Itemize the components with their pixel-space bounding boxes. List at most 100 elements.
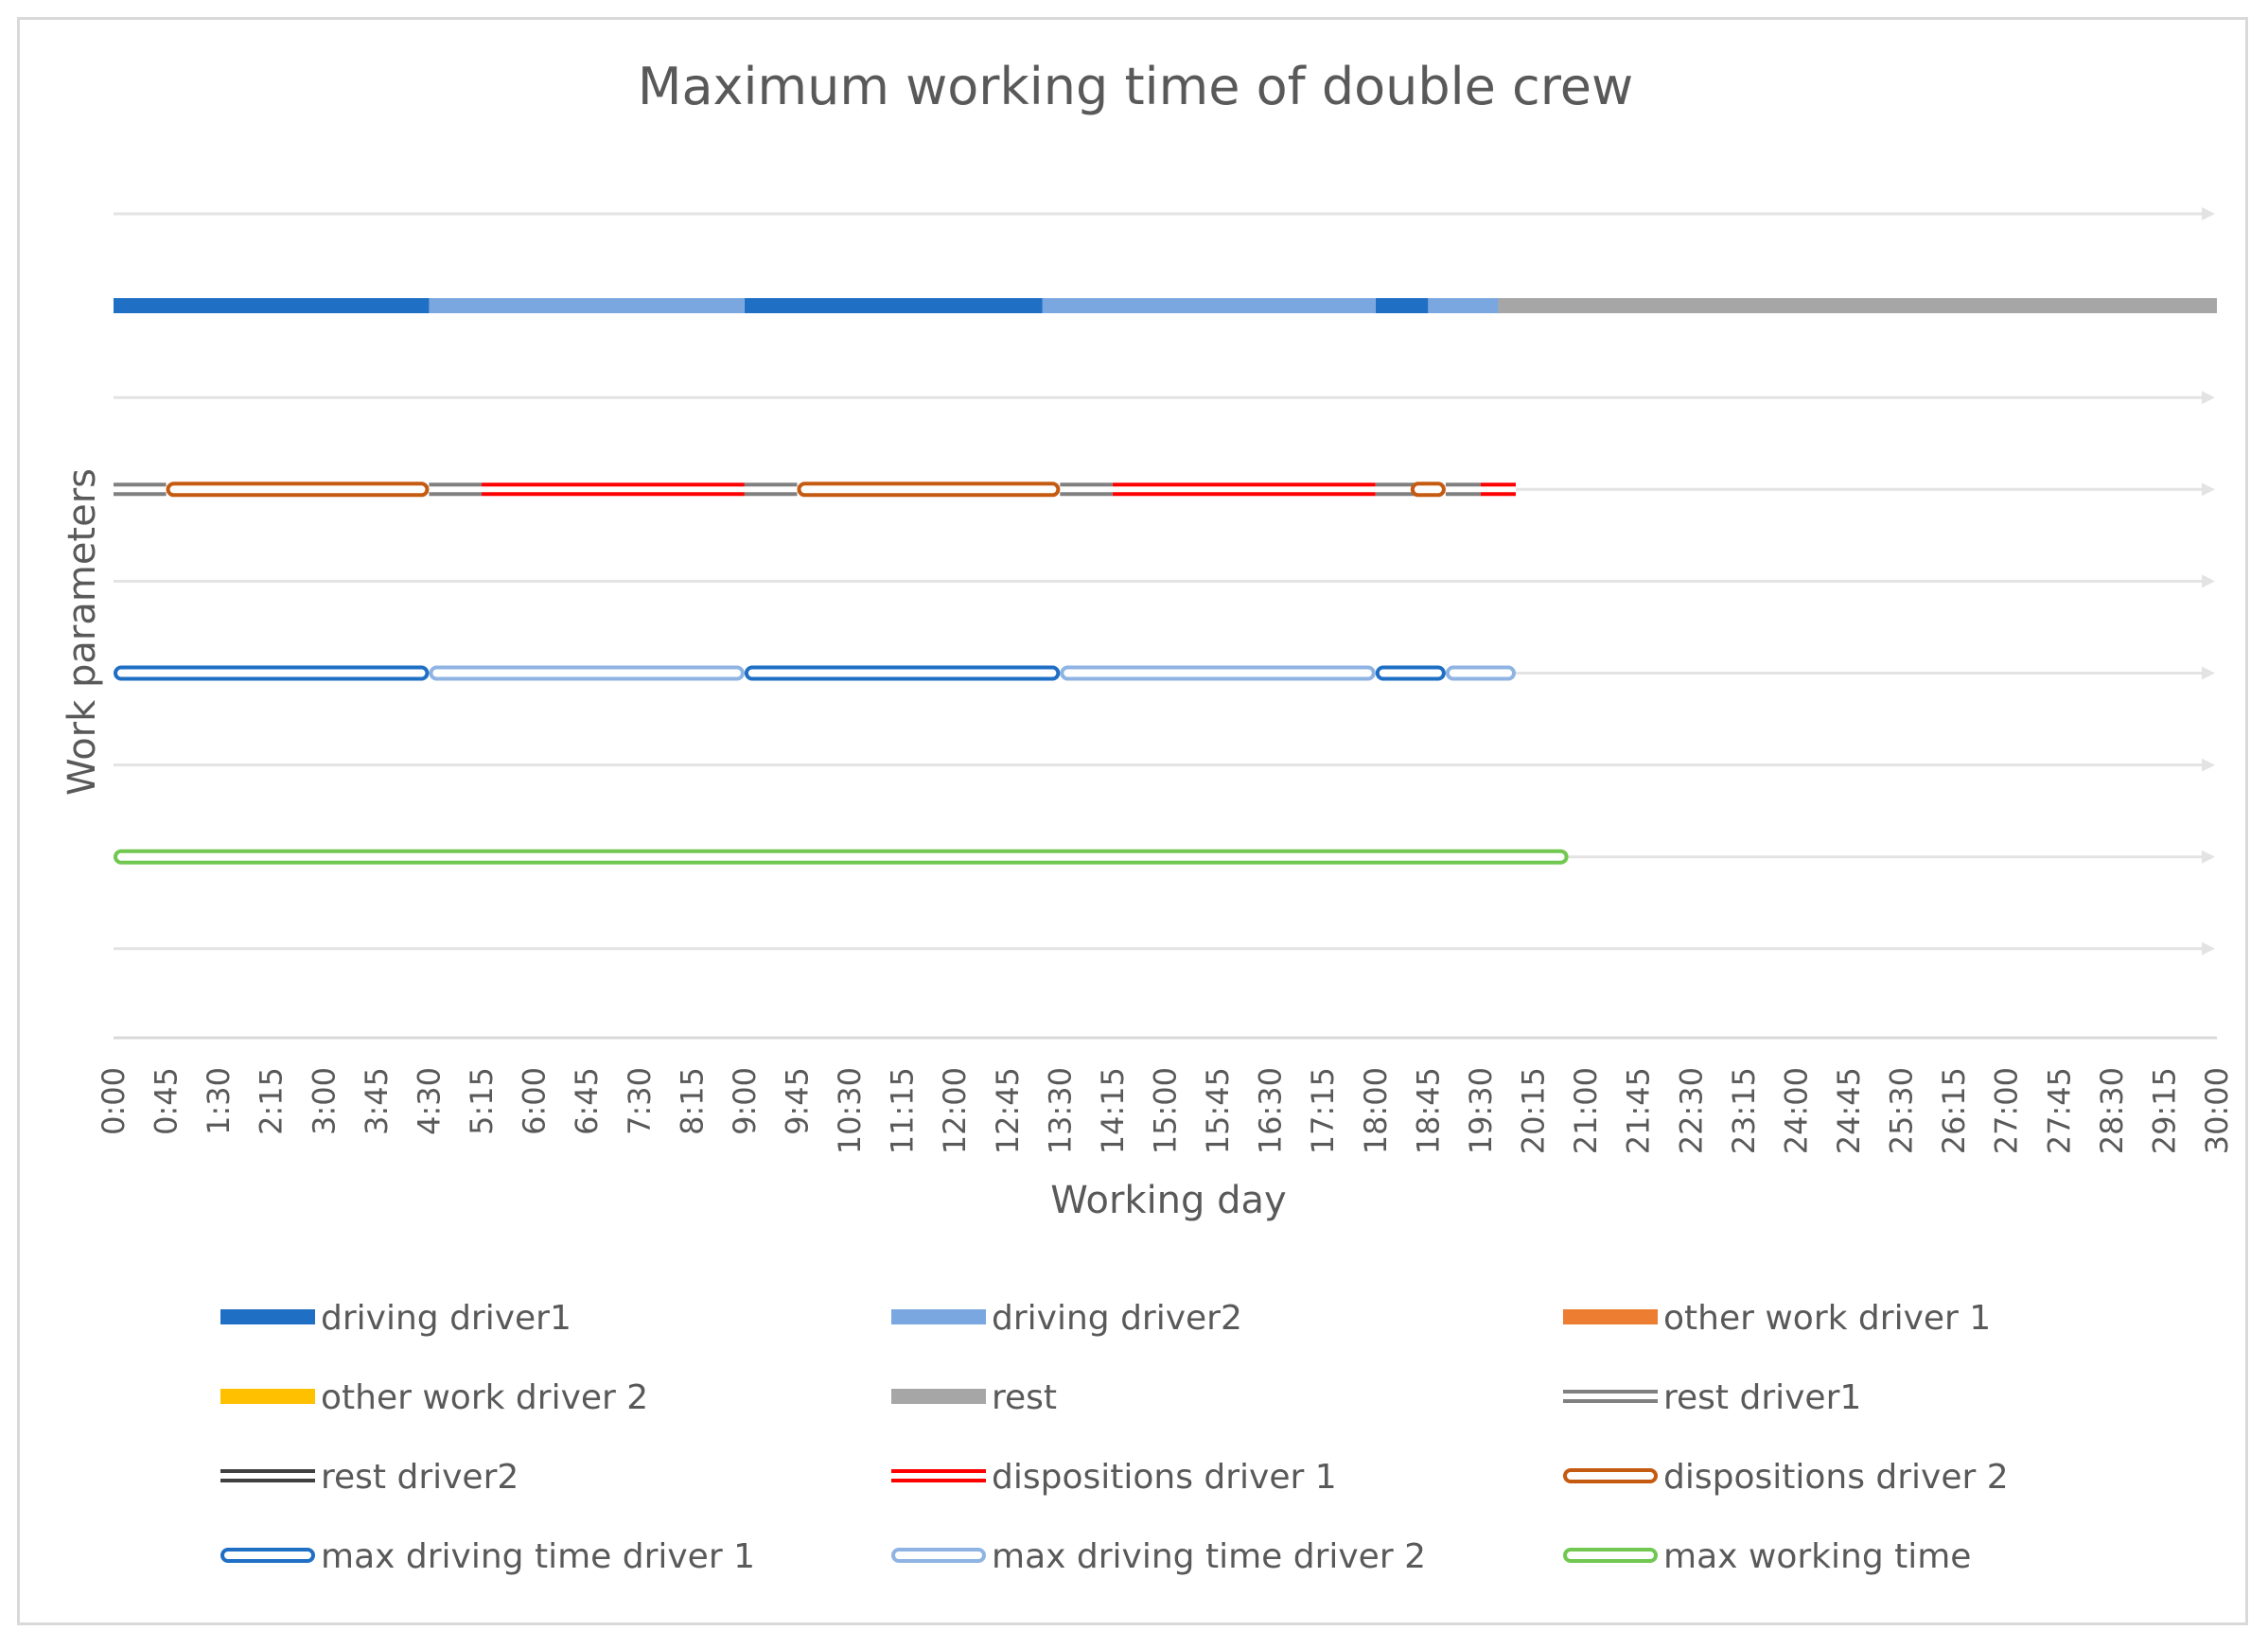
chart-title: Maximum working time of double crew xyxy=(638,57,1633,116)
x-tick-label: 14:15 xyxy=(1095,1067,1131,1154)
x-tick-label: 20:15 xyxy=(1516,1067,1552,1154)
series-dispositions-driver1 xyxy=(482,481,1516,499)
x-tick-label: 18:45 xyxy=(1410,1067,1446,1154)
x-axis-title: Working day xyxy=(1050,1179,1286,1222)
x-tick-label: 21:00 xyxy=(1568,1067,1604,1154)
legend-item: other work driver 2 xyxy=(220,1378,648,1417)
legend-swatch xyxy=(891,1548,986,1563)
grid-arrow xyxy=(2202,941,2215,955)
legend-swatch xyxy=(1563,1309,1658,1324)
x-tick-label: 29:15 xyxy=(2146,1067,2182,1154)
legend-item: other work driver 1 xyxy=(1563,1299,1991,1338)
series-segment xyxy=(114,849,1569,865)
x-tick-label: 0:00 xyxy=(96,1067,132,1135)
series-layer xyxy=(114,298,2217,865)
x-tick-label: 18:00 xyxy=(1358,1067,1394,1154)
legend-item: max driving time driver 2 xyxy=(891,1537,1426,1576)
x-tick-label: 5:15 xyxy=(464,1067,500,1135)
x-tick-label: 0:45 xyxy=(149,1067,185,1135)
legend-item: driving driver1 xyxy=(220,1299,571,1338)
series-segment xyxy=(1042,298,1376,314)
series-segment xyxy=(1410,482,1446,498)
legend-swatch xyxy=(220,1389,315,1404)
x-tick-label: 2:15 xyxy=(254,1067,290,1135)
x-tick-label: 15:45 xyxy=(1200,1067,1236,1154)
grid-arrow xyxy=(2202,207,2215,220)
y-axis-title: Work parameters xyxy=(61,468,104,796)
x-tick-label: 24:45 xyxy=(1831,1067,1867,1154)
grid-arrow xyxy=(2202,666,2215,680)
x-tick-label: 16:30 xyxy=(1253,1067,1289,1154)
legend-label: max working time xyxy=(1663,1537,1971,1576)
series-segment xyxy=(114,298,430,314)
x-tick-label: 7:30 xyxy=(622,1067,658,1135)
series-segment xyxy=(114,665,430,681)
legend-label: rest driver2 xyxy=(321,1458,519,1497)
legend-label: other work driver 2 xyxy=(321,1378,648,1417)
legend-item: max working time xyxy=(1563,1537,1971,1576)
x-tick-label: 9:00 xyxy=(727,1067,763,1135)
legend: driving driver1 driving driver2 other work… xyxy=(220,1299,2009,1576)
x-tick-label: 8:15 xyxy=(674,1067,710,1135)
x-tick-label: 6:00 xyxy=(517,1067,553,1135)
series-driving-driver1 xyxy=(114,298,1429,314)
legend-swatch xyxy=(891,1389,986,1404)
series-max-driving-driver1 xyxy=(114,665,1446,681)
series-segment xyxy=(166,482,430,498)
x-tick-label: 11:15 xyxy=(885,1067,921,1154)
legend-item: max driving time driver 1 xyxy=(220,1537,755,1576)
legend-swatch xyxy=(220,1548,315,1563)
series-segment xyxy=(1428,298,1499,314)
x-tick-label: 21:45 xyxy=(1621,1067,1657,1154)
legend-item: dispositions driver 1 xyxy=(891,1458,1337,1497)
x-tick-labels: 0:00 0:45 1:30 2:15 3:00 3:45 4:30 5:15 6:00 6:45… xyxy=(96,1067,2235,1154)
x-tick-label: 22:30 xyxy=(1673,1067,1709,1154)
series-dispositions-driver2 xyxy=(166,482,1446,498)
series-segment xyxy=(1445,665,1517,681)
x-tick-label: 12:45 xyxy=(990,1067,1026,1154)
series-rest xyxy=(1498,298,2217,314)
legend-swatch xyxy=(891,1309,986,1324)
legend-item: rest xyxy=(891,1378,1057,1417)
legend-label: driving driver1 xyxy=(321,1299,571,1338)
x-tick-label: 6:45 xyxy=(569,1067,605,1135)
x-tick-label: 30:00 xyxy=(2199,1067,2235,1154)
legend-label: rest xyxy=(992,1378,1057,1417)
x-tick-label: 15:00 xyxy=(1148,1067,1184,1154)
series-driving-driver2 xyxy=(429,298,1499,314)
x-tick-label: 23:15 xyxy=(1726,1067,1762,1154)
series-segment xyxy=(744,298,1043,314)
chart-frame xyxy=(17,17,2248,1625)
x-tick-label: 13:30 xyxy=(1042,1067,1078,1154)
grid-arrow xyxy=(2202,758,2215,772)
x-tick-label: 9:45 xyxy=(779,1067,815,1135)
legend-item: rest driver2 xyxy=(220,1458,519,1497)
legend-swatch xyxy=(1563,1468,1658,1483)
series-segment xyxy=(429,298,745,314)
grid-arrow xyxy=(2202,391,2215,405)
series-segment xyxy=(797,482,1061,498)
legend-label: rest driver1 xyxy=(1663,1378,1861,1417)
legend-label: dispositions driver 1 xyxy=(992,1458,1337,1497)
series-max-working-time xyxy=(114,849,1569,865)
legend-item: driving driver2 xyxy=(891,1299,1242,1338)
legend-label: max driving time driver 2 xyxy=(992,1537,1426,1576)
x-tick-label: 24:00 xyxy=(1778,1067,1814,1154)
x-tick-label: 3:00 xyxy=(306,1067,342,1135)
x-tick-label: 17:15 xyxy=(1305,1067,1341,1154)
series-segment xyxy=(1498,298,2217,314)
legend-swatch xyxy=(1563,1548,1658,1563)
legend-swatch xyxy=(220,1309,315,1324)
x-tick-label: 25:30 xyxy=(1884,1067,1920,1154)
legend-label: dispositions driver 2 xyxy=(1663,1458,2009,1497)
grid-arrow xyxy=(2202,574,2215,588)
x-tick-label: 19:30 xyxy=(1463,1067,1499,1154)
grid-arrow xyxy=(2202,850,2215,864)
x-tick-label: 3:45 xyxy=(359,1067,395,1135)
series-segment xyxy=(1060,665,1376,681)
x-tick-label: 28:30 xyxy=(2094,1067,2130,1154)
legend-label: other work driver 1 xyxy=(1663,1299,1991,1338)
legend-label: driving driver2 xyxy=(992,1299,1242,1338)
series-segment xyxy=(1375,298,1429,314)
